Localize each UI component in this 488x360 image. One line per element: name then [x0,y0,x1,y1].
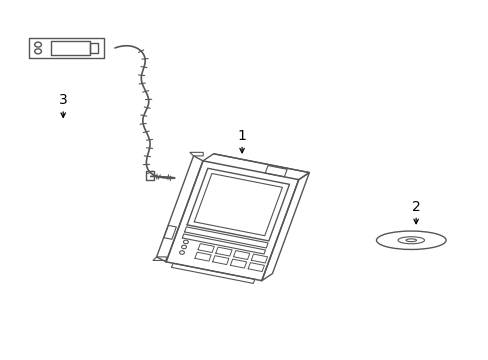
Text: 3: 3 [59,93,67,107]
Text: 1: 1 [237,129,246,143]
Text: 2: 2 [411,199,420,213]
